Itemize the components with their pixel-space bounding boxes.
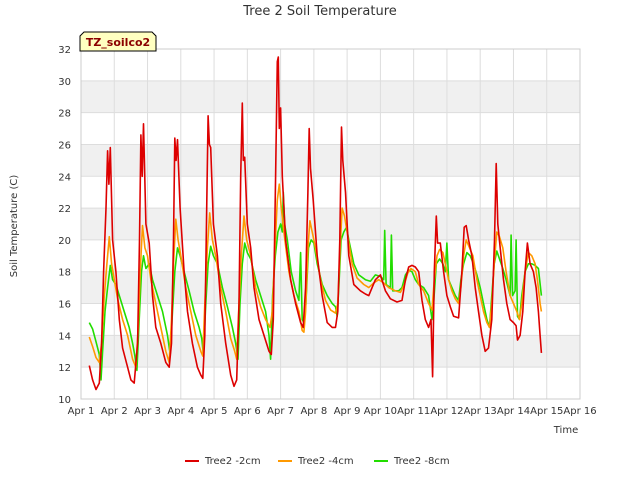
x-tick-label: Apr 15 [530, 406, 563, 417]
y-tick-label: 32 [58, 45, 71, 56]
legend: Tree2 -2cm Tree2 -4cm Tree2 -8cm [185, 456, 450, 467]
x-tick-label: Apr 7 [267, 406, 294, 417]
x-axis-title: Time [553, 425, 578, 436]
x-tick-label: Apr 4 [167, 406, 194, 417]
grid-band [81, 271, 580, 304]
y-tick-label: 22 [58, 204, 71, 215]
badge: TZ_soilco2 [79, 31, 157, 52]
x-tick-label: Apr 6 [234, 406, 261, 417]
x-tick-label: Apr 1 [68, 406, 95, 417]
y-tick-label: 14 [58, 331, 71, 342]
legend-label: Tree2 -8cm [393, 456, 450, 467]
y-tick-label: 30 [58, 77, 71, 88]
series-line [88, 183, 543, 368]
series-line [88, 56, 543, 391]
y-tick-label: 10 [58, 395, 71, 406]
x-tick-label: Apr 2 [101, 406, 128, 417]
x-tick-label: Apr 16 [563, 406, 596, 417]
legend-label: Tree2 -2cm [204, 456, 261, 467]
y-tick-label: 12 [58, 363, 71, 374]
grid-band [81, 208, 580, 240]
plot-area [80, 48, 581, 400]
x-tick-label: Apr 11 [397, 406, 430, 417]
x-tick-label: Apr 9 [334, 406, 361, 417]
chart-title: Tree 2 Soil Temperature [242, 4, 397, 19]
grid-band [81, 144, 580, 177]
y-tick-label: 16 [58, 300, 71, 311]
y-tick-label: 24 [58, 172, 71, 183]
x-tick-label: Apr 12 [430, 406, 463, 417]
grid-band [81, 80, 580, 113]
x-tick-label: Apr 3 [134, 406, 161, 417]
grid-band [81, 335, 580, 368]
x-tick-label: Apr 14 [497, 406, 530, 417]
y-tick-label: 28 [58, 109, 71, 120]
x-tick-label: Apr 8 [300, 406, 327, 417]
y-axis-title: Soil Temperature (C) [9, 175, 20, 278]
badge-label: TZ_soilco2 [86, 36, 150, 49]
x-tick-label: Apr 13 [464, 406, 497, 417]
x-tick-label: Apr 10 [364, 406, 397, 417]
y-tick-label: 20 [58, 236, 71, 247]
x-tick-label: Apr 5 [201, 406, 228, 417]
y-tick-label: 26 [58, 140, 71, 151]
legend-label: Tree2 -4cm [297, 456, 354, 467]
y-tick-label: 18 [58, 268, 71, 279]
